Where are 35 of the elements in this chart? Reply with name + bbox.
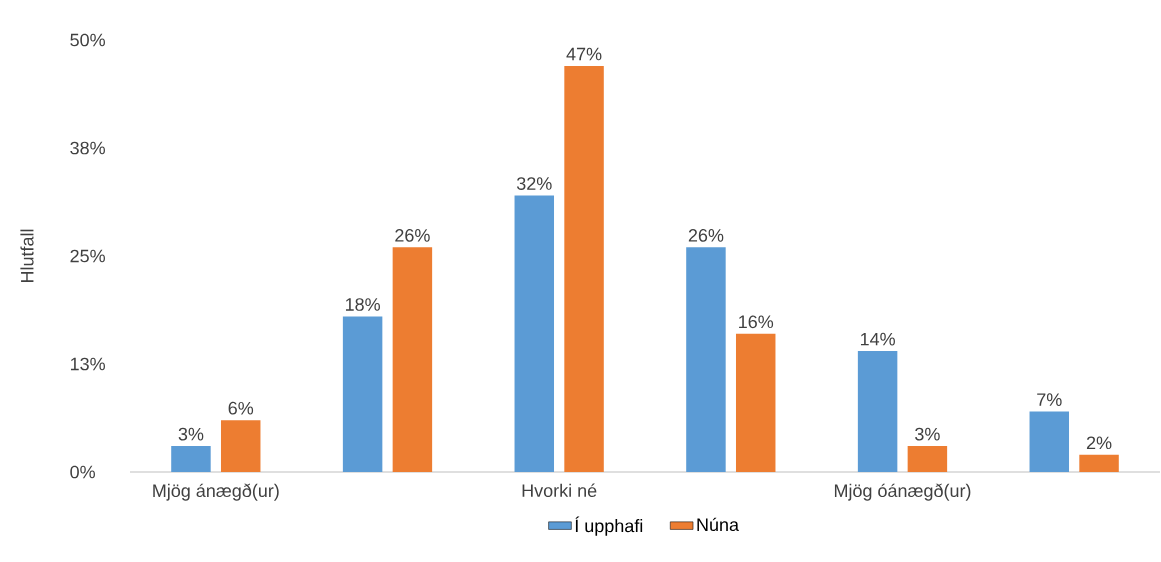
data-label: 6%	[228, 401, 254, 415]
data-label: 26%	[395, 229, 430, 242]
bar	[686, 247, 726, 472]
data-label: 16%	[739, 315, 774, 329]
data-label: 3%	[915, 427, 940, 441]
bar	[171, 446, 211, 472]
bar	[392, 247, 433, 472]
bar	[857, 351, 898, 472]
legend-label: Í upphafi	[575, 516, 643, 536]
legend-label: Núna	[697, 517, 739, 532]
data-label: 7%	[1037, 393, 1062, 406]
data-label: 32%	[516, 177, 552, 190]
data-label: 14%	[860, 332, 895, 346]
x-tick-label: Mjög óánægð(ur)	[834, 483, 971, 501]
y-tick-label: 0%	[70, 465, 95, 479]
bar	[514, 195, 555, 472]
x-tick-label: Hvorki né	[522, 483, 597, 498]
bar	[220, 420, 261, 472]
bar	[1029, 411, 1070, 472]
bar	[1079, 454, 1119, 472]
bar	[735, 333, 776, 472]
data-label: 26%	[688, 229, 724, 242]
y-tick-label: 38%	[70, 141, 105, 155]
y-tick-label: 25%	[70, 249, 105, 263]
x-tick-label: Mjög ánægð(ur)	[153, 483, 279, 501]
y-axis-title: Hlutfall	[20, 229, 34, 283]
data-label: 18%	[345, 298, 380, 311]
data-label: 3%	[178, 427, 204, 441]
y-tick-label: 13%	[70, 357, 105, 371]
bar	[564, 65, 604, 472]
data-label: 2%	[1086, 436, 1112, 450]
y-tick-label: 50%	[70, 33, 105, 47]
data-label: 47%	[566, 47, 602, 61]
bar	[342, 316, 383, 472]
bar	[907, 446, 948, 472]
